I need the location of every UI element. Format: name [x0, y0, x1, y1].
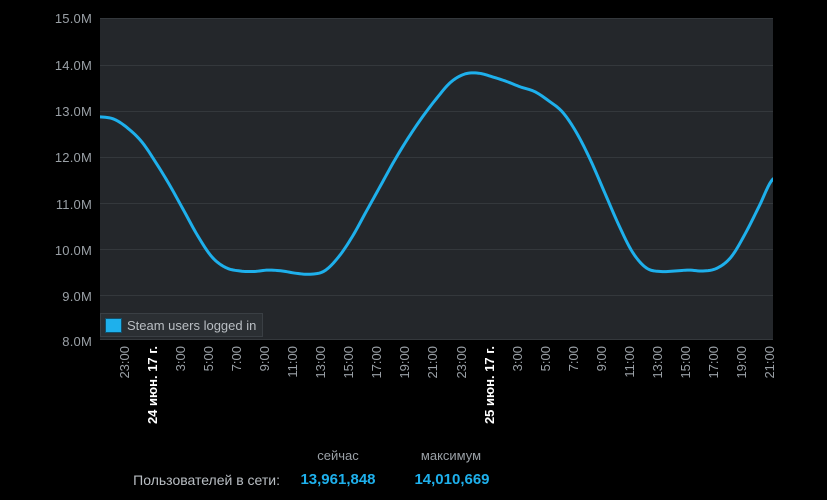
stat-header-max: максимум	[420, 448, 482, 463]
y-axis-tick: 15.0M	[54, 11, 92, 26]
x-axis-tick: 11:00	[285, 346, 301, 378]
y-axis-tick: 8.0M	[62, 334, 92, 349]
chart-legend[interactable]: Steam users logged in	[100, 313, 264, 337]
y-axis-tick: 12.0M	[54, 150, 92, 165]
x-axis-tick: 11:00	[621, 346, 637, 378]
stat-row-label: Пользователей в сети:	[133, 472, 280, 488]
stat-value-now: 13,961,848	[300, 471, 376, 488]
x-axis: 23:00 24 июн. 17 г. 3:00 5:00 7:00 9:00 11:00 1…	[0, 340, 827, 440]
x-axis-tick: 3:00	[173, 346, 189, 372]
x-axis-tick: 3:00	[509, 346, 525, 372]
x-axis-tick: 19:00	[397, 346, 413, 379]
x-axis-tick: 7:00	[565, 346, 581, 372]
gridline	[100, 65, 773, 66]
gridline	[100, 339, 773, 340]
x-axis-tick: 9:00	[257, 346, 273, 372]
x-axis-tick: 13:00	[313, 346, 329, 379]
y-axis-tick: 14.0M	[54, 58, 92, 73]
stat-header-now: сейчас	[317, 448, 359, 463]
gridline	[100, 18, 773, 19]
x-axis-tick: 23:00	[453, 346, 469, 379]
x-axis-tick: 17:00	[705, 346, 721, 379]
y-axis: 15.0M 14.0M 13.0M 12.0M 11.0M 10.0M 9.0M…	[0, 0, 92, 360]
y-axis-tick: 9.0M	[62, 289, 92, 304]
x-axis-tick: 23:00	[117, 346, 133, 379]
x-axis-tick: 13:00	[649, 346, 665, 379]
gridline	[100, 111, 773, 112]
footer-stats: сейчас максимум Пользователей в сети: 13…	[0, 440, 827, 500]
x-axis-tick: 21:00	[425, 346, 441, 379]
series-line-steam-users	[100, 71, 773, 276]
y-axis-tick: 11.0M	[55, 197, 92, 212]
stat-row: Пользователей в сети: 13,961,848 14,010,…	[0, 470, 827, 490]
chart-frame: 15.0M 14.0M 13.0M 12.0M 11.0M 10.0M 9.0M…	[0, 0, 827, 440]
stat-headers: сейчас максимум	[0, 448, 827, 464]
x-axis-date-label: 24 июн. 17 г.	[145, 346, 161, 425]
gridline	[100, 203, 773, 204]
x-axis-tick: 15:00	[677, 346, 693, 379]
x-axis-tick: 5:00	[201, 346, 217, 372]
plot-area	[100, 18, 773, 340]
x-axis-tick: 17:00	[369, 346, 385, 379]
y-axis-tick: 10.0M	[54, 243, 92, 258]
x-axis-tick: 7:00	[229, 346, 245, 372]
gridline	[100, 295, 773, 296]
legend-color-swatch-icon	[105, 317, 122, 333]
y-axis-tick: 13.0M	[54, 104, 92, 119]
stat-value-max: 14,010,669	[414, 471, 490, 488]
x-axis-tick: 9:00	[593, 346, 609, 372]
x-axis-tick: 19:00	[733, 346, 749, 379]
x-axis-tick: 21:00	[761, 346, 777, 379]
x-axis-tick: 15:00	[341, 346, 357, 379]
legend-label: Steam users logged in	[127, 317, 257, 333]
x-axis-tick: 5:00	[537, 346, 553, 372]
gridline	[100, 249, 773, 250]
x-axis-date-label: 25 июн. 17 г.	[481, 346, 497, 425]
gridline	[100, 157, 773, 158]
